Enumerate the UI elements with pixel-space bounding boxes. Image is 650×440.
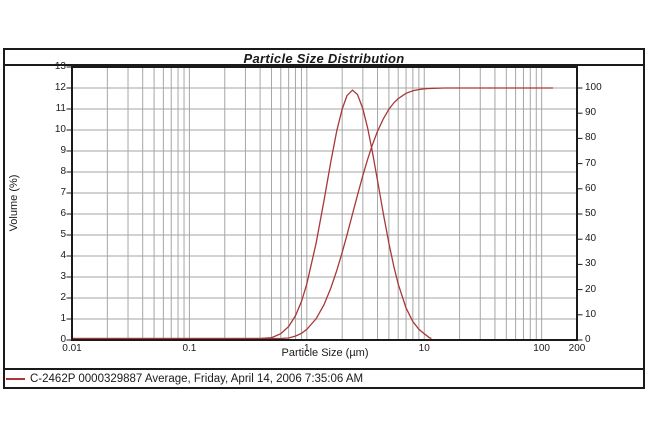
y-axis-label-left: Volume (%) — [8, 174, 20, 232]
legend-line-swatch — [6, 377, 25, 380]
legend-row: C-2462P 0000329887 Average, Friday, Apri… — [5, 368, 643, 387]
chart-title: Particle Size Distribution — [243, 51, 405, 66]
legend-label: C-2462P 0000329887 Average, Friday, Apri… — [30, 372, 364, 385]
chart-title-bar: Particle Size Distribution — [5, 50, 643, 66]
chart-frame: Particle Size Distribution C-2462P 00003… — [3, 48, 645, 389]
x-axis-label: Particle Size (µm) — [281, 347, 369, 359]
